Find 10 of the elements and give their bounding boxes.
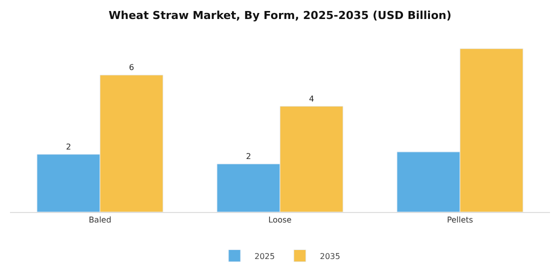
data-label: 2: [66, 142, 72, 152]
x-tick-label: Baled: [88, 216, 112, 225]
legend-label: 2035: [320, 252, 340, 261]
data-label: 2: [246, 152, 252, 161]
chart-title: Wheat Straw Market, By Form, 2025-2035 (USD Billion): [108, 8, 452, 22]
legend-label: 2025: [254, 252, 275, 261]
x-tick-label: Loose: [268, 216, 292, 225]
data-label: 6: [128, 63, 134, 72]
data-label: 4: [308, 94, 314, 104]
x-tick-label: Pellets: [446, 216, 474, 225]
